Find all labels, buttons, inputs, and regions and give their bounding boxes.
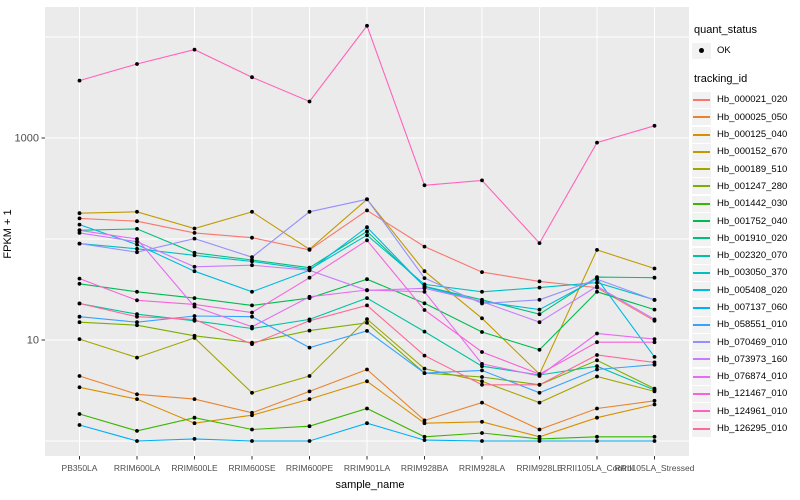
line-swatch-icon	[692, 403, 711, 420]
legend-item-Hb_001910_020: Hb_001910_020	[692, 230, 800, 247]
legend-item-label: Hb_058551_010	[717, 319, 788, 331]
legend-item-Hb_003050_370: Hb_003050_370	[692, 264, 800, 281]
legend-item-label: Hb_126295_010	[717, 423, 788, 435]
legend-item-label: Hb_000125_040	[717, 129, 788, 141]
x-tick-label: RRIM901LA	[344, 463, 391, 473]
legend-item-Hb_058551_010: Hb_058551_010	[692, 316, 800, 333]
line-swatch-icon	[692, 264, 711, 281]
legend-item-label: Hb_000152_670	[717, 146, 788, 158]
legend-title-quant-status: quant_status	[694, 24, 757, 36]
legend-item-label: Hb_000025_050	[717, 111, 788, 123]
line-swatch-icon	[692, 282, 711, 299]
y-tick-label: 10	[27, 335, 39, 347]
legend-item-label: Hb_001752_040	[717, 215, 788, 227]
legend-item-label: Hb_070469_010	[717, 336, 788, 348]
legend-item-Hb_001247_280: Hb_001247_280	[692, 178, 800, 195]
line-swatch-icon	[692, 316, 711, 333]
line-swatch-icon	[692, 368, 711, 385]
line-swatch-icon	[692, 161, 711, 178]
legend-item-Hb_000125_040: Hb_000125_040	[692, 126, 800, 143]
line-swatch-icon	[692, 334, 711, 351]
legend-item-label: Hb_007137_060	[717, 302, 788, 313]
x-tick-label: PB350LA	[62, 463, 98, 473]
legend-item-label: Hb_001247_280	[717, 180, 788, 192]
legend-tracking-items: Hb_000021_020 Hb_000025_050 Hb_000125_040 H…	[692, 91, 800, 437]
legend-item-label: Hb_001910_020	[717, 232, 788, 244]
axis-ticks: 10 1000 PB350LA RRIM600LA RRIM600LE RRIM600SE…	[15, 133, 695, 474]
legend-item-label: Hb_124961_010	[717, 405, 788, 417]
x-tick-label: RRIM600LE	[171, 463, 218, 473]
data-points	[77, 23, 657, 443]
legend-item-ok: OK	[692, 42, 800, 59]
legend-item-Hb_070469_010: Hb_070469_010	[692, 333, 800, 351]
legend-item-label: Hb_005408_020	[717, 284, 788, 296]
x-tick-label: RRII105LA_Stressed	[615, 463, 695, 473]
legend-item-label: Hb_000021_020	[717, 94, 788, 106]
line-swatch-icon	[692, 385, 711, 402]
line-swatch-icon	[692, 213, 711, 230]
line-swatch-icon	[692, 195, 711, 212]
legend-item-label: Hb_000189_510	[717, 163, 788, 175]
legend-item-Hb_002320_070: Hb_002320_070	[692, 247, 800, 264]
legend-item-label: Hb_076874_010	[717, 371, 788, 383]
line-swatch-icon	[692, 299, 711, 316]
legend-item-label: Hb_001442_030	[717, 198, 788, 210]
y-tick-label: 1000	[15, 133, 39, 145]
line-swatch-icon	[692, 178, 711, 195]
legend-item-label: OK	[717, 45, 731, 57]
legend-item-Hb_001442_030: Hb_001442_030	[692, 195, 800, 212]
legend-item-label: Hb_002320_070	[717, 250, 788, 262]
legend-item-Hb_000025_050: Hb_000025_050	[692, 109, 800, 126]
legend: quant_status OK tracking_id Hb_000021_02…	[692, 24, 800, 437]
line-swatch-icon	[692, 230, 711, 247]
x-tick-label: RRIM928BA	[401, 463, 449, 473]
x-tick-label: RRIM600PE	[286, 463, 334, 473]
legend-item-Hb_073973_160: Hb_073973_160	[692, 351, 800, 368]
point-glyph-icon	[692, 42, 711, 59]
legend-title-tracking-id: tracking_id	[694, 73, 748, 86]
legend-item-Hb_005408_020: Hb_005408_020	[692, 282, 800, 299]
legend-item-Hb_124961_010: Hb_124961_010	[692, 403, 800, 420]
legend-item-label: Hb_003050_370	[717, 267, 788, 279]
line-swatch-icon	[692, 109, 711, 126]
legend-item-Hb_000152_670: Hb_000152_670	[692, 143, 800, 160]
x-tick-label: RRII105LA_Control	[560, 463, 634, 473]
legend-item-Hb_000189_510: Hb_000189_510	[692, 160, 800, 178]
legend-item-Hb_007137_060: Hb_007137_060	[692, 299, 800, 316]
line-swatch-icon	[692, 91, 711, 108]
legend-item-Hb_126295_010: Hb_126295_010	[692, 420, 800, 437]
line-swatch-icon	[692, 247, 711, 264]
x-tick-label: RRIM928LA	[459, 463, 506, 473]
x-tick-label: RRIM600LA	[114, 463, 161, 473]
legend-item-label: Hb_121467_010	[717, 388, 788, 400]
legend-item-label: Hb_073973_160	[717, 353, 788, 365]
line-swatch-icon	[692, 420, 711, 437]
x-axis-title: sample_name	[335, 479, 405, 491]
line-swatch-icon	[692, 351, 711, 368]
x-tick-label: RRIM928LE	[516, 463, 563, 473]
line-swatch-icon	[692, 126, 711, 143]
x-tick-label: RRIM600SE	[228, 463, 276, 473]
legend-item-Hb_000021_020: Hb_000021_020	[692, 91, 800, 108]
legend-item-Hb_121467_010: Hb_121467_010	[692, 385, 800, 402]
legend-item-Hb_001752_040: Hb_001752_040	[692, 212, 800, 230]
y-axis-title: FPKM + 1	[2, 209, 14, 259]
line-swatch-icon	[692, 143, 711, 160]
legend-item-Hb_076874_010: Hb_076874_010	[692, 368, 800, 385]
